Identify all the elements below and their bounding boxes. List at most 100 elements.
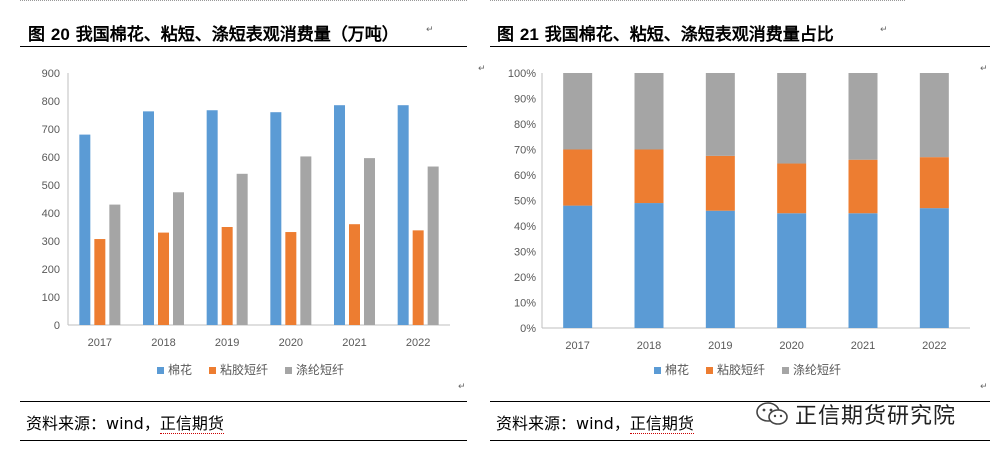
x-tick-label: 2019 (708, 340, 732, 352)
legend-swatch (654, 367, 661, 374)
y-tick-label: 600 (42, 152, 60, 164)
y-tick-label: 80% (514, 119, 536, 131)
bar-segment (705, 155, 735, 211)
x-tick-label: 2020 (779, 340, 803, 352)
chart-left: 0 100 200 300 400 500 600 700 800 900 2017 2018 2019… (20, 55, 467, 385)
source-label: 资料来源：wind， (496, 414, 630, 433)
paragraph-mark: ↵ (880, 25, 888, 35)
x-tick-label: 2019 (215, 337, 239, 349)
y-tick-label: 400 (42, 208, 60, 220)
bar-segment (777, 163, 807, 214)
bar (412, 230, 424, 325)
source-right: 资料来源：wind，正信期货 (496, 410, 694, 434)
bar (397, 105, 409, 325)
bar-segment (848, 159, 878, 214)
chart-right: 0% 10% 20% 30% 40% 50% 60% 70% 80% 90% 100% 2017 201… (490, 55, 990, 385)
watermark: 正信期货研究院 (755, 398, 956, 430)
figure-number: 21 (519, 25, 539, 44)
y-tick-label: 100 (42, 292, 60, 304)
y-tick-label: 700 (42, 124, 60, 136)
y-tick-label: 500 (42, 180, 60, 192)
legend-swatch (782, 367, 789, 374)
y-tick-label: 300 (42, 236, 60, 248)
bar (285, 232, 297, 325)
bar (334, 105, 345, 325)
title-rule-left (20, 46, 467, 47)
watermark-text: 正信期货研究院 (795, 404, 957, 429)
legend-label: 粘胶短纤 (220, 362, 268, 377)
source-rule-bottom-left (20, 440, 467, 441)
legend-label: 棉花 (665, 362, 689, 377)
bar (236, 173, 248, 325)
bar (221, 227, 233, 325)
bar (94, 239, 106, 325)
wechat-icon (756, 402, 788, 425)
legend-label: 棉花 (168, 362, 192, 377)
y-tick-label: 800 (42, 96, 60, 108)
y-tick-label: 30% (514, 247, 536, 259)
x-tick-label: 2018 (151, 337, 175, 349)
x-tick-label: 2021 (851, 340, 875, 352)
legend-swatch (285, 367, 292, 374)
bar-segment (919, 157, 949, 209)
x-tick-label: 2021 (342, 337, 366, 349)
bar-segment (705, 210, 735, 328)
y-tick-label: 0% (520, 323, 536, 335)
figure-prefix: 图 (497, 25, 514, 45)
x-tick-label: 2020 (279, 337, 303, 349)
source-rule-top-right (490, 401, 990, 402)
bar-segment (919, 73, 949, 158)
bar (109, 204, 121, 325)
figure-number: 20 (50, 25, 70, 44)
legend-swatch (157, 367, 164, 374)
bar-segment (705, 73, 735, 156)
bar-segment (634, 203, 664, 328)
bar-segment (563, 73, 593, 150)
bar-segment (563, 205, 593, 328)
bar (79, 134, 91, 325)
y-tick-label: 70% (514, 145, 536, 157)
x-tick-label: 2017 (88, 337, 112, 349)
bar-segment (848, 213, 878, 328)
x-tick-label: 2018 (637, 340, 661, 352)
y-tick-label: 20% (514, 272, 536, 284)
paragraph-mark: ↵ (458, 382, 466, 392)
y-tick-label: 0 (54, 320, 60, 332)
source-label: 资料来源：wind， (26, 414, 160, 433)
bar (158, 232, 169, 325)
y-tick-label: 90% (514, 94, 536, 106)
source-org: 正信期货 (159, 414, 224, 434)
title-rule-right (490, 46, 990, 47)
top-guide-left (20, 0, 467, 1)
legend-label: 涤纶短纤 (793, 363, 841, 377)
bar-segment (848, 73, 878, 160)
y-tick-label: 40% (514, 221, 536, 233)
figure-title-right: 图 21 我国棉花、粘短、涤短表观消费量占比 (497, 20, 834, 45)
legend-swatch (706, 367, 713, 374)
bar (143, 111, 154, 325)
paragraph-mark: ↵ (478, 64, 486, 74)
bar (206, 110, 218, 325)
bar (364, 158, 375, 325)
paragraph-mark: ↵ (980, 382, 988, 392)
legend-label: 粘胶短纤 (717, 362, 765, 377)
consumption-bar-chart: 0 100 200 300 400 500 600 700 800 900 2017 2018 2019… (42, 68, 450, 377)
y-tick-label: 60% (514, 170, 536, 182)
bar (427, 166, 439, 325)
bar (270, 112, 282, 325)
y-tick-label: 900 (42, 68, 60, 80)
figure-title-left: 图 20 我国棉花、粘短、涤短表观消费量（万吨） (28, 20, 399, 45)
bar-segment (634, 73, 664, 150)
share-stacked-bar-chart: 0% 10% 20% 30% 40% 50% 60% 70% 80% 90% 100% 2017 201… (508, 68, 970, 377)
bar-segment (777, 213, 807, 328)
bar (300, 156, 312, 325)
x-tick-label: 2017 (565, 340, 589, 352)
figure-prefix: 图 (28, 25, 45, 45)
legend-swatch (209, 367, 216, 374)
source-org: 正信期货 (629, 414, 694, 434)
x-tick-label: 2022 (406, 337, 430, 349)
source-left: 资料来源：wind，正信期货 (26, 410, 224, 434)
bar (349, 224, 360, 325)
bar-segment (919, 208, 949, 328)
x-tick-label: 2022 (922, 340, 946, 352)
